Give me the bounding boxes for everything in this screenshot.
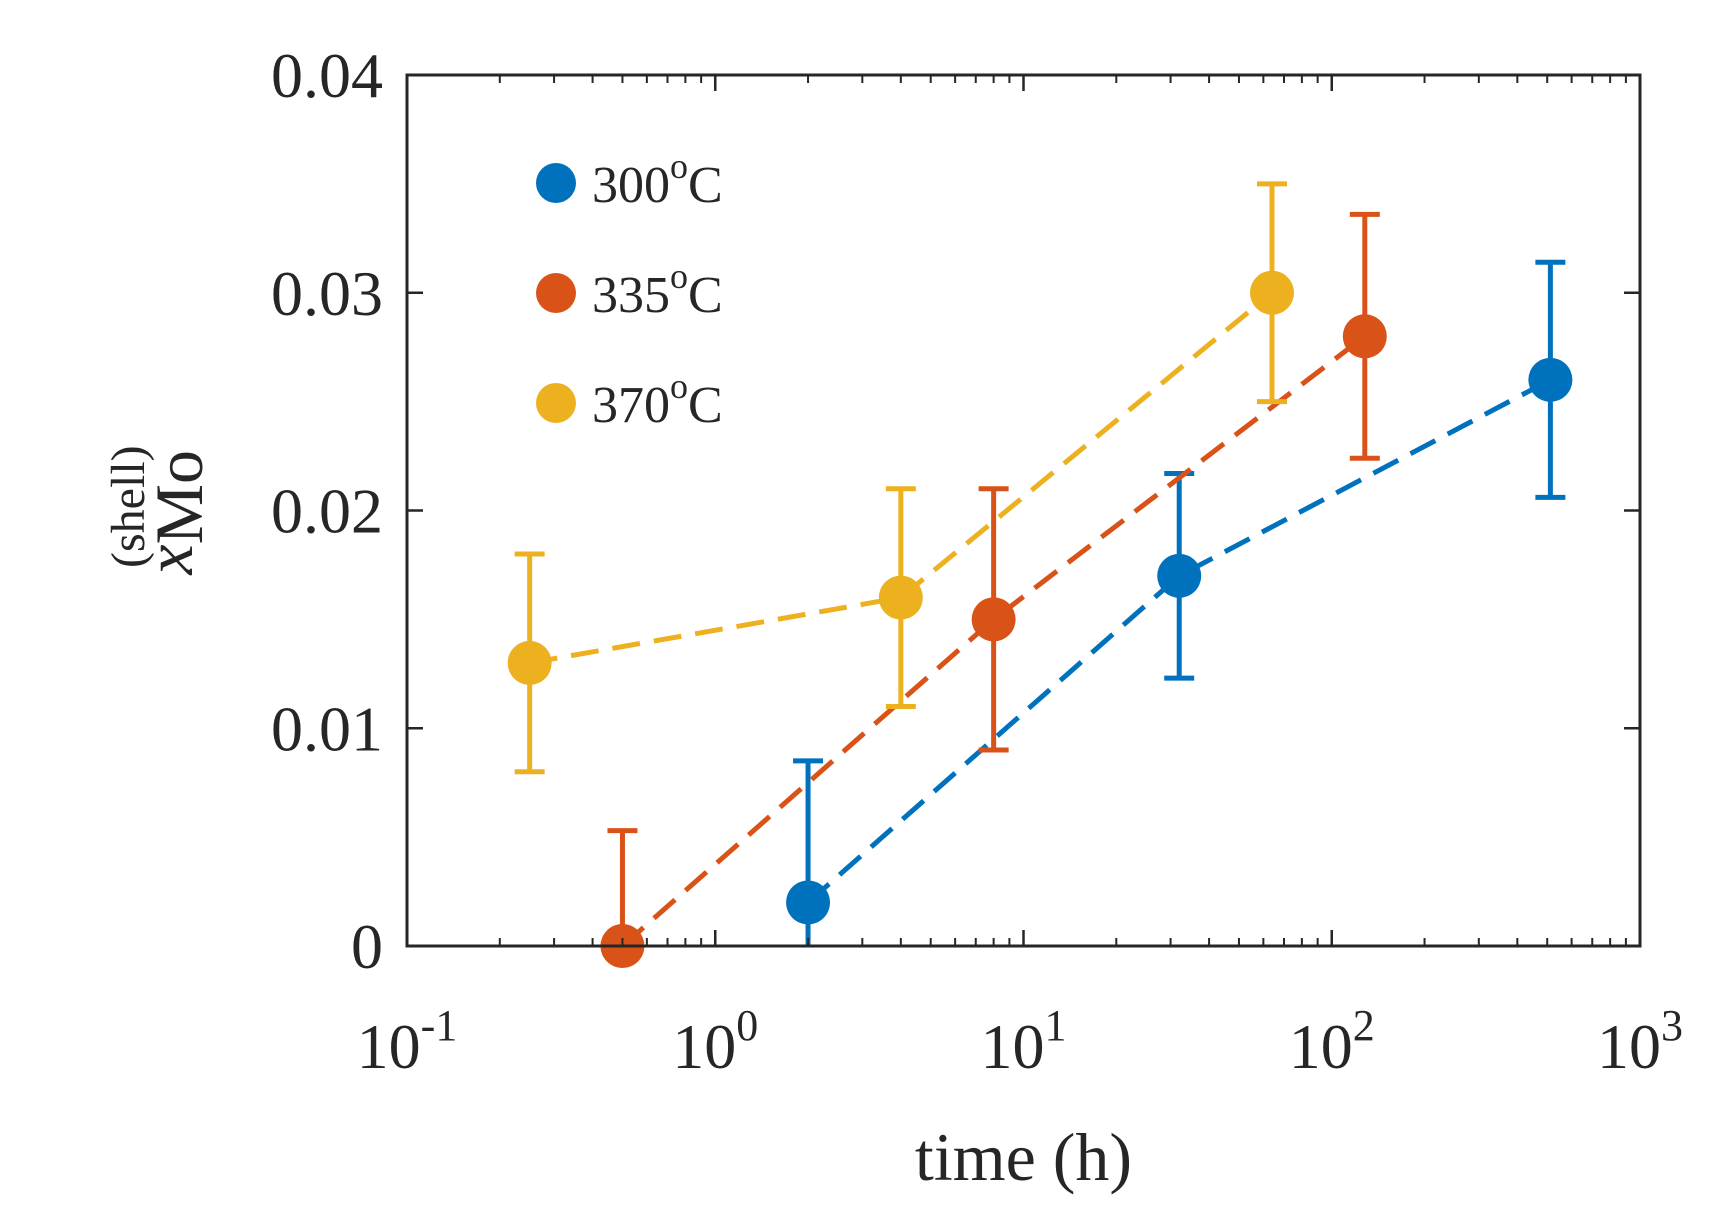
y-axis-title-superscript: (shell): [102, 445, 155, 568]
data-point-370: [878, 575, 923, 620]
legend-label-value: 300: [592, 157, 670, 214]
x-tick-label-exponent: 1: [1045, 1001, 1067, 1050]
legend-label-335: 335oC: [592, 256, 723, 324]
y-tick-label: 0.04: [271, 40, 383, 111]
legend-label-value: 335: [592, 267, 670, 324]
x-tick-label: 103: [1597, 1001, 1683, 1082]
legend-label-degree: o: [670, 146, 688, 186]
x-tick-label-base: 10: [981, 1011, 1045, 1082]
data-layer: [507, 181, 1573, 968]
x-tick-label-exponent: 2: [1353, 1001, 1375, 1050]
legend-label-value: 370: [592, 377, 670, 434]
x-tick-label-base: 10: [1289, 1011, 1353, 1082]
legend-marker-300: [536, 163, 576, 203]
x-tick-label-exponent: 3: [1661, 1001, 1683, 1050]
legend-label-degree: o: [670, 366, 688, 406]
x-tick-label-base: 10: [672, 1011, 736, 1082]
x-axis-title: time (h): [915, 1119, 1132, 1195]
x-tick-label: 100: [672, 1001, 758, 1082]
series-line-300: [806, 377, 1552, 905]
y-tick-label: 0.03: [271, 258, 383, 329]
x-tick-label: 102: [1289, 1001, 1375, 1082]
x-tick-label-exponent: -1: [421, 1001, 458, 1050]
data-point-300: [786, 880, 831, 925]
legend-marker-370: [536, 383, 576, 423]
legend-label-unit: C: [688, 267, 723, 324]
data-point-370: [1250, 270, 1295, 315]
x-tick-label: 101: [981, 1001, 1067, 1082]
data-point-335: [1342, 314, 1387, 359]
y-axis-title-subscript: Mo: [141, 450, 217, 544]
data-point-335: [971, 597, 1016, 642]
y-tick-label: 0: [351, 911, 383, 982]
legend-label-370: 370oC: [592, 366, 723, 434]
legend-label-unit: C: [688, 377, 723, 434]
ticks-layer: [405, 73, 1642, 948]
legend-label-300: 300oC: [592, 146, 723, 214]
y-axis-title: xMo(shell): [102, 445, 217, 575]
series-line-335: [620, 334, 1367, 948]
y-tick-label: 0.01: [271, 693, 383, 764]
series-line-370: [529, 290, 1274, 666]
data-point-370: [507, 640, 552, 685]
x-tick-label-base: 10: [357, 1011, 421, 1082]
x-tick-label: 10-1: [357, 1001, 458, 1082]
y-axis-title-symbol: x: [131, 544, 207, 575]
legend-marker-335: [536, 273, 576, 313]
x-tick-label-base: 10: [1597, 1011, 1661, 1082]
data-point-300: [1157, 553, 1202, 598]
y-tick-label: 0.02: [271, 476, 383, 547]
x-tick-label-exponent: 0: [736, 1001, 758, 1050]
legend-label-degree: o: [670, 256, 688, 296]
legend-label-unit: C: [688, 157, 723, 214]
data-point-300: [1528, 357, 1573, 402]
